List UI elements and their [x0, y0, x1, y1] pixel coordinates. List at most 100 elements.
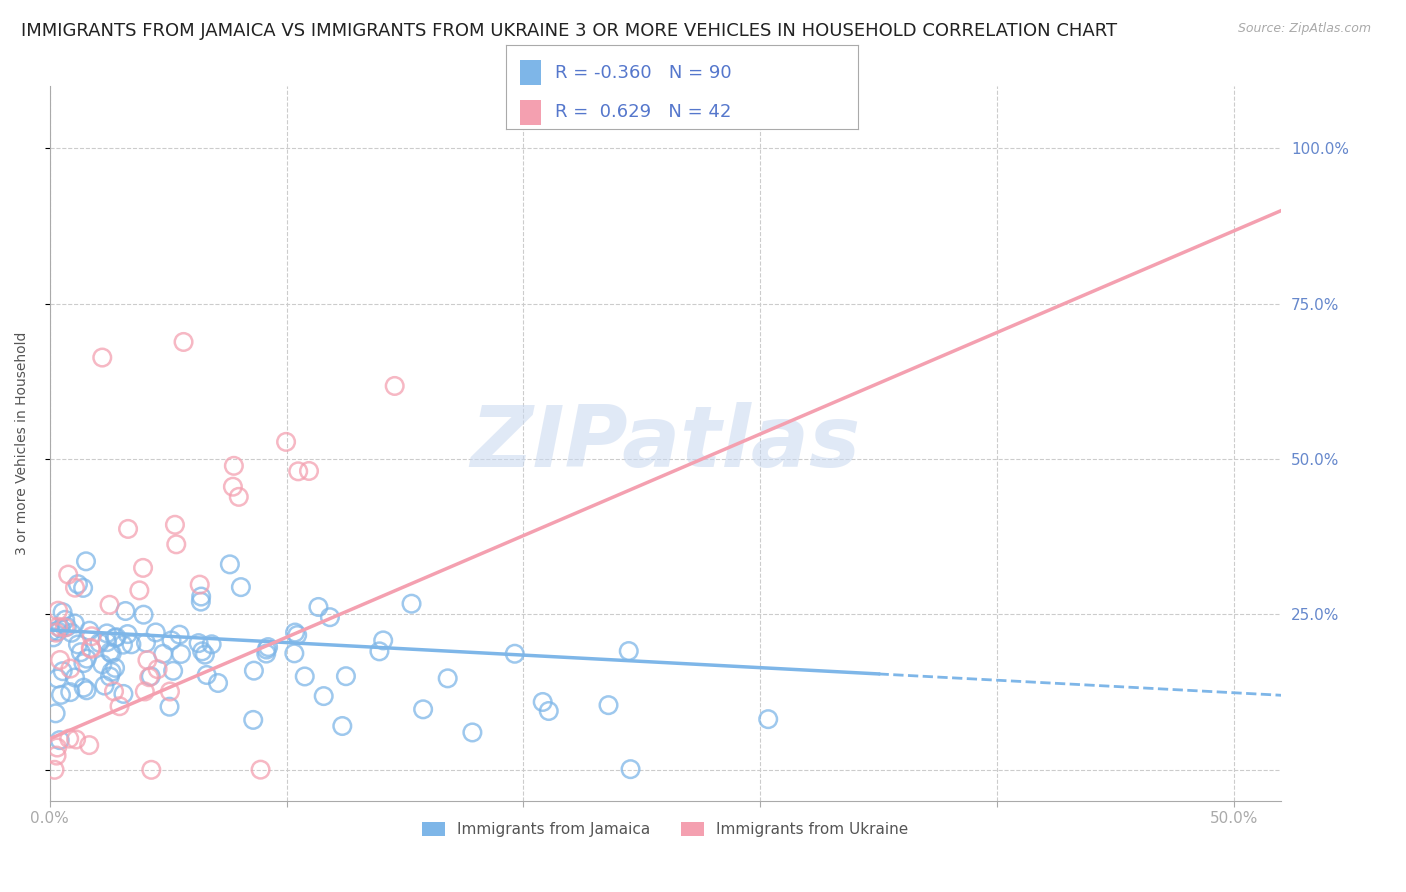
Point: [63, 671, 86, 685]
Point: [162, 664, 184, 678]
Point: [531, 695, 554, 709]
Point: [335, 669, 357, 683]
Point: [243, 664, 266, 678]
Point: [135, 636, 157, 650]
Point: [72, 656, 94, 670]
Point: [46, 620, 69, 634]
Point: [80, 629, 103, 643]
Point: [112, 687, 135, 701]
Point: [229, 580, 252, 594]
Text: IMMIGRANTS FROM JAMAICA VS IMMIGRANTS FROM UKRAINE 3 OR MORE VEHICLES IN HOUSEHO: IMMIGRANTS FROM JAMAICA VS IMMIGRANTS FR…: [21, 22, 1118, 40]
Point: [49, 653, 72, 667]
Point: [104, 631, 127, 645]
Point: [46, 624, 69, 639]
Point: [72, 581, 94, 595]
Point: [132, 561, 155, 575]
Point: [73, 681, 96, 695]
Point: [45, 706, 67, 721]
Point: [45, 625, 67, 640]
Point: [59, 685, 82, 699]
Point: [96, 626, 118, 640]
Point: [242, 713, 264, 727]
Point: [756, 712, 779, 726]
Text: Source: ZipAtlas.com: Source: ZipAtlas.com: [1237, 22, 1371, 36]
Point: [111, 638, 134, 652]
Point: [207, 676, 229, 690]
Point: [63, 616, 86, 631]
Point: [117, 627, 139, 641]
Point: [80, 641, 103, 656]
Point: [190, 590, 212, 604]
Point: [145, 625, 167, 640]
Point: [222, 458, 245, 473]
Point: [285, 628, 308, 642]
Point: [91, 657, 114, 672]
Legend: Immigrants from Jamaica, Immigrants from Ukraine: Immigrants from Jamaica, Immigrants from…: [416, 816, 915, 843]
Point: [257, 640, 280, 654]
Point: [368, 644, 391, 658]
Y-axis label: 3 or more Vehicles in Household: 3 or more Vehicles in Household: [15, 332, 30, 556]
Point: [53, 613, 76, 627]
Point: [173, 334, 195, 349]
Point: [503, 647, 526, 661]
Point: [146, 662, 169, 676]
Point: [100, 647, 122, 661]
Point: [132, 607, 155, 622]
Point: [96, 635, 118, 649]
Point: [42, 631, 65, 645]
Point: [46, 672, 69, 686]
Point: [63, 581, 86, 595]
Point: [49, 688, 72, 702]
Point: [117, 522, 139, 536]
Point: [617, 644, 640, 658]
Point: [45, 748, 67, 763]
Point: [139, 669, 162, 683]
Point: [98, 669, 121, 683]
Point: [66, 577, 89, 591]
Point: [108, 699, 131, 714]
Point: [319, 610, 342, 624]
Point: [170, 647, 193, 661]
Point: [461, 725, 484, 739]
Point: [287, 464, 309, 478]
Point: [66, 637, 89, 651]
Point: [91, 351, 114, 365]
Point: [136, 653, 159, 667]
Point: [120, 637, 142, 651]
Point: [222, 480, 245, 494]
Point: [59, 662, 82, 676]
Point: [76, 683, 98, 698]
Point: [93, 679, 115, 693]
Point: [283, 646, 305, 660]
Point: [373, 633, 395, 648]
Point: [79, 624, 101, 638]
FancyBboxPatch shape: [520, 100, 541, 125]
Point: [100, 665, 122, 679]
Point: [98, 645, 121, 659]
Point: [307, 599, 329, 614]
Point: [256, 642, 278, 657]
Point: [65, 732, 87, 747]
Point: [141, 763, 163, 777]
Point: [152, 647, 174, 661]
Point: [134, 684, 156, 698]
Point: [218, 558, 240, 572]
Text: ZIPatlas: ZIPatlas: [471, 402, 860, 485]
Point: [103, 684, 125, 698]
Text: R =  0.629   N = 42: R = 0.629 N = 42: [555, 103, 731, 121]
Point: [537, 704, 560, 718]
Point: [49, 622, 72, 636]
Point: [412, 702, 434, 716]
Point: [52, 605, 75, 619]
Point: [294, 669, 316, 683]
Point: [53, 620, 76, 634]
Point: [98, 598, 121, 612]
Text: R = -0.360   N = 90: R = -0.360 N = 90: [555, 63, 733, 81]
FancyBboxPatch shape: [520, 60, 541, 86]
Point: [228, 490, 250, 504]
Point: [384, 379, 406, 393]
Point: [138, 670, 160, 684]
Point: [58, 731, 80, 746]
Point: [104, 661, 127, 675]
Point: [284, 625, 307, 640]
